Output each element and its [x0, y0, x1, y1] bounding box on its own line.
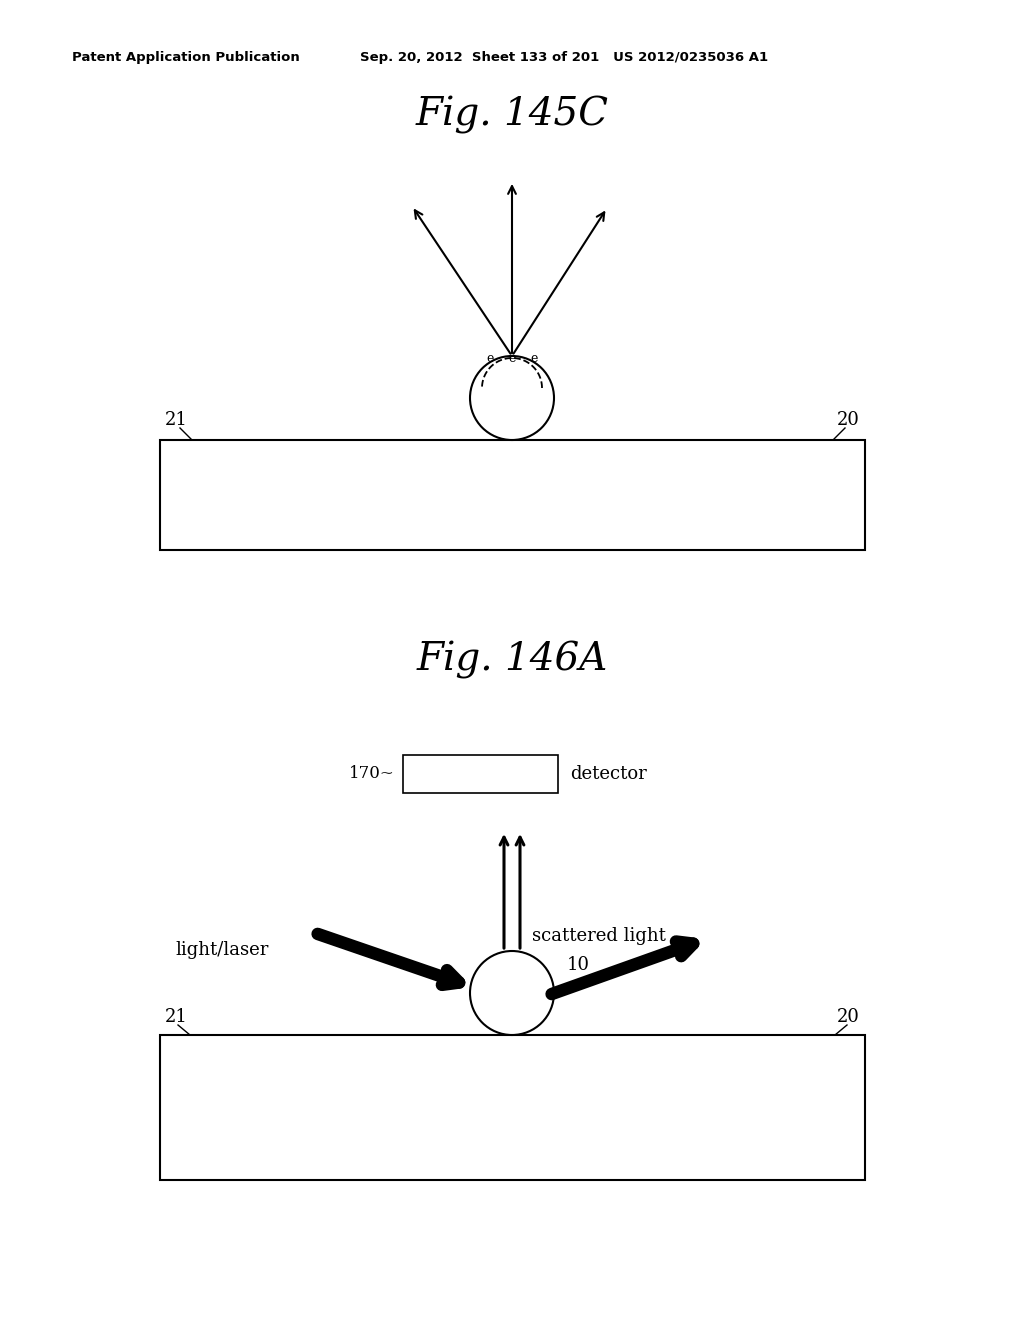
- Text: e: e: [530, 351, 538, 364]
- Bar: [403, 755, 558, 793]
- Text: Fig. 145C: Fig. 145C: [416, 96, 608, 135]
- Text: e: e: [508, 351, 516, 364]
- Bar: [160, 440, 865, 550]
- Text: 20: 20: [838, 1008, 860, 1026]
- Text: Patent Application Publication: Patent Application Publication: [72, 50, 300, 63]
- Text: scattered light: scattered light: [532, 927, 666, 945]
- Text: e: e: [486, 351, 494, 364]
- Text: 20: 20: [838, 411, 860, 429]
- Text: 10: 10: [567, 956, 590, 974]
- Text: Sep. 20, 2012  Sheet 133 of 201   US 2012/0235036 A1: Sep. 20, 2012 Sheet 133 of 201 US 2012/0…: [360, 50, 768, 63]
- Circle shape: [470, 356, 554, 440]
- Text: 21: 21: [165, 1008, 187, 1026]
- Text: light/laser: light/laser: [175, 941, 268, 960]
- Bar: [160, 1035, 865, 1180]
- Text: 170~: 170~: [349, 766, 395, 783]
- Text: 21: 21: [165, 411, 187, 429]
- Circle shape: [470, 950, 554, 1035]
- Text: detector: detector: [570, 766, 647, 783]
- Text: Fig. 146A: Fig. 146A: [417, 642, 607, 678]
